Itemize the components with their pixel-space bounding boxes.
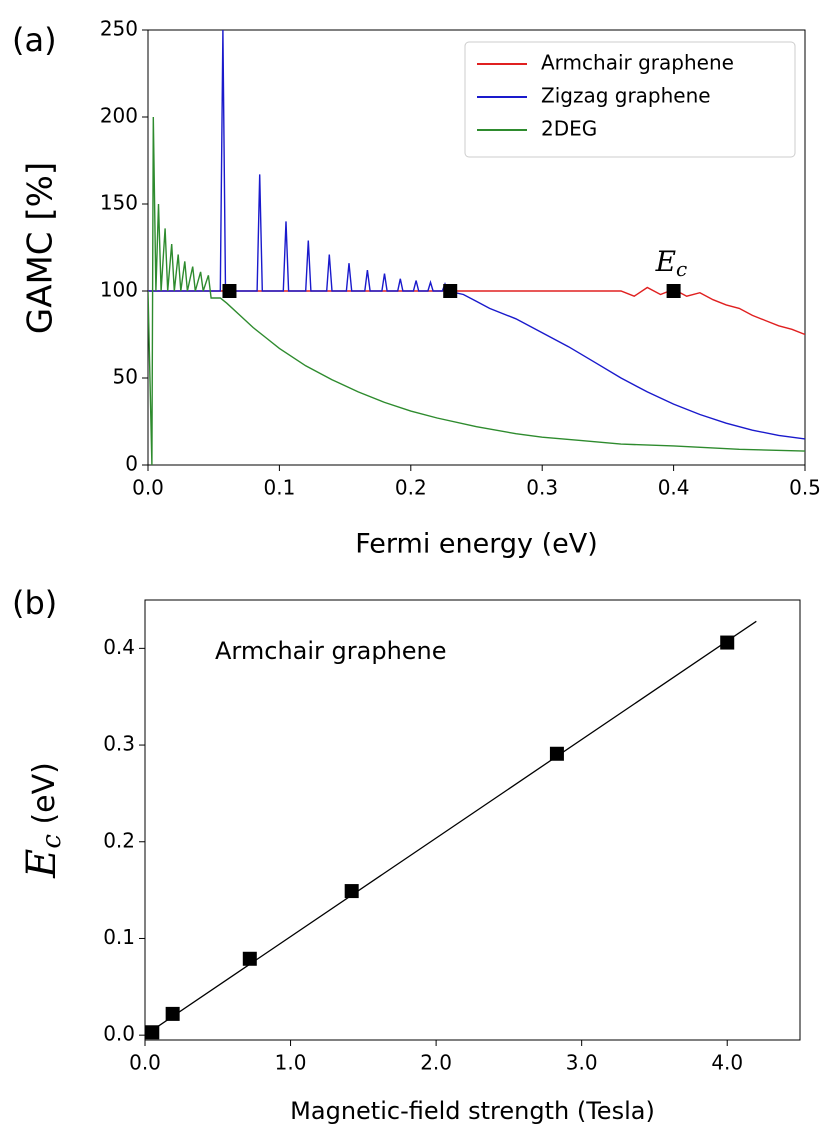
panel-text: Armchair graphene [215,637,447,665]
fit-line [145,620,757,1036]
legend-box [464,41,796,158]
x-tick-label: 0.1 [263,476,295,500]
y-axis-label: Ec (eV) [19,762,67,879]
x-tick-label: 1.0 [275,1051,307,1075]
legend-label: Zigzag graphene [541,84,711,108]
y-tick-label: 250 [100,17,138,41]
x-tick-label: 0.5 [789,476,821,500]
y-tick-label: 0.0 [103,1022,135,1046]
point [344,884,359,899]
y-tick-label: 0.4 [103,635,135,659]
x-tick-label: 4.0 [711,1051,743,1075]
panel-label: (a) [12,21,57,59]
y-label-symbol: E [19,849,65,879]
marker [666,284,681,298]
annotation-main: E [655,245,676,278]
series-line [148,286,805,336]
y-tick-label: 0.1 [103,925,135,949]
x-tick-label: 0.2 [395,476,427,500]
plot-frame [147,29,806,466]
legend-label: 2DEG [541,117,597,141]
point [549,746,564,761]
x-tick-label: 2.0 [420,1051,452,1075]
x-tick-label: 3.0 [566,1051,598,1075]
x-tick-label: 0.3 [526,476,558,500]
y-axis-label: GAMC [%] [21,162,61,334]
y-label-unit: (eV) [27,762,62,834]
y-tick-label: 0.2 [103,828,135,852]
y-tick-label: 0.3 [103,732,135,756]
x-axis-label: Magnetic-field strength (Tesla) [290,1097,655,1125]
point [720,635,735,650]
plot-area [145,620,757,1036]
marker [222,284,237,298]
series-line [148,116,805,465]
x-tick-label: 0.0 [132,476,164,500]
x-tick-label: 0.0 [129,1051,161,1075]
y-tick-label: 50 [113,365,138,389]
plot-area [148,30,805,465]
annotation: Ec [655,245,688,281]
marker [443,284,458,298]
y-tick-label: 200 [100,104,138,128]
point [242,951,257,966]
panel-label: (b) [12,584,57,622]
y-label-sub: c [37,834,67,849]
point [165,1006,180,1021]
y-tick-label: 100 [100,278,138,302]
plot-frame [144,599,801,1041]
x-tick-label: 0.4 [658,476,690,500]
y-tick-label: 0 [125,452,138,476]
legend-label: Armchair graphene [541,51,734,75]
annotation-sub: c [676,257,687,281]
point [145,1025,160,1040]
x-axis-label: Fermi energy (eV) [355,529,598,560]
series-line [148,30,805,440]
y-tick-label: 150 [100,191,138,215]
